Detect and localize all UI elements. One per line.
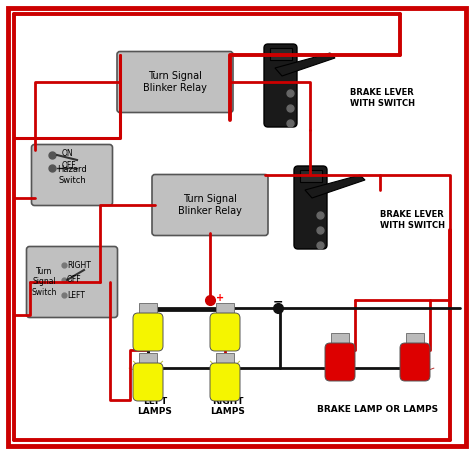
FancyBboxPatch shape [133,313,163,351]
Text: BRAKE LEVER
WITH SWITCH: BRAKE LEVER WITH SWITCH [380,210,445,230]
Bar [216,303,234,313]
FancyBboxPatch shape [210,363,240,401]
FancyBboxPatch shape [152,174,268,236]
Bar [139,353,157,363]
Bar [139,303,157,313]
FancyBboxPatch shape [133,363,163,401]
FancyBboxPatch shape [117,51,233,113]
FancyBboxPatch shape [294,166,327,249]
FancyBboxPatch shape [264,44,297,127]
Text: BRAKE LAMP OR LAMPS: BRAKE LAMP OR LAMPS [318,405,438,414]
Text: Turn Signal
Blinker Relay: Turn Signal Blinker Relay [143,71,207,93]
FancyBboxPatch shape [325,343,355,381]
Bar [216,353,234,363]
FancyBboxPatch shape [27,247,118,317]
Text: RIGHT
LAMPS: RIGHT LAMPS [210,397,246,416]
Text: Turn
Signal
Switch: Turn Signal Switch [31,267,57,297]
Text: RIGHT: RIGHT [67,261,91,270]
Text: −: − [273,296,283,309]
Polygon shape [275,53,335,76]
Text: ON: ON [62,148,73,158]
FancyBboxPatch shape [400,343,430,381]
Bar [331,333,349,343]
Text: LEFT: LEFT [67,291,85,300]
Text: LEFT
LAMPS: LEFT LAMPS [137,397,173,416]
Bar [406,333,424,343]
FancyBboxPatch shape [210,313,240,351]
Text: Turn Signal
Blinker Relay: Turn Signal Blinker Relay [178,194,242,216]
Bar [270,48,292,60]
FancyBboxPatch shape [31,144,112,206]
Text: OFF: OFF [62,162,77,171]
Text: OFF: OFF [67,276,82,285]
Text: Hazard
Switch: Hazard Switch [57,165,87,185]
Polygon shape [305,175,365,198]
Text: +: + [216,293,224,303]
Bar [300,170,322,182]
Text: BRAKE LEVER
WITH SWITCH: BRAKE LEVER WITH SWITCH [350,88,415,108]
